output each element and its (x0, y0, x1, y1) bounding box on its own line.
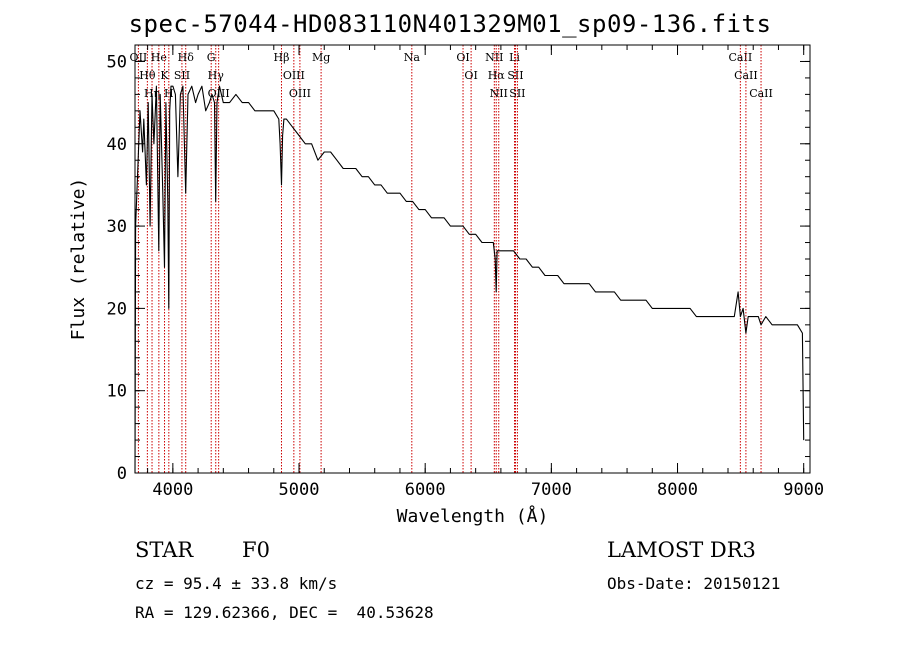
line-label: NII (485, 51, 503, 64)
y-tick-label: 50 (107, 52, 127, 72)
line-label: OI (464, 69, 477, 82)
line-label: K (160, 69, 169, 82)
y-tick-label: 30 (107, 217, 127, 237)
line-label: H (164, 87, 174, 100)
line-label: Hδ (178, 51, 195, 64)
plot-frame (134, 44, 811, 474)
x-tick-label: 9000 (783, 480, 824, 500)
chart-title: spec-57044-HD083110N401329M01_sp09-136.f… (128, 10, 772, 38)
y-tick-label: 0 (117, 464, 127, 484)
x-tick-label: 6000 (405, 480, 446, 500)
line-label: Hβ (274, 51, 290, 64)
x-tick-label: 4000 (152, 480, 193, 500)
obs-date-text: Obs-Date: 20150121 (607, 574, 781, 593)
x-tick-label: 7000 (531, 480, 572, 500)
y-axis-label: Flux (relative) (68, 178, 89, 341)
y-tick-label: 10 (107, 382, 127, 402)
line-label: CaII (729, 51, 753, 64)
line-label: OI (456, 51, 469, 64)
line-label: OIII (289, 87, 311, 100)
line-label: Hθ (139, 69, 156, 82)
y-tick-label: 40 (107, 135, 127, 155)
line-label: Mg (312, 51, 330, 64)
line-label: Li (509, 51, 520, 64)
line-label: OIII (283, 69, 305, 82)
subclass-label: F0 (242, 538, 270, 562)
line-label: Hγ (208, 69, 225, 82)
coords-text: RA = 129.62366, DEC = 40.53628 (135, 603, 434, 622)
line-label: CaII (749, 87, 773, 100)
line-label: SII (174, 69, 190, 82)
line-label: Hα (488, 69, 506, 82)
x-tick-label: 5000 (279, 480, 320, 500)
line-label: SII (507, 69, 523, 82)
x-axis-label: Wavelength (Å) (397, 505, 549, 527)
line-label: NII (490, 87, 508, 100)
line-label: OII (130, 51, 148, 64)
line-label: SII (509, 87, 525, 100)
line-label: CaII (734, 69, 758, 82)
line-label: He (151, 51, 167, 64)
line-label: G (207, 51, 216, 64)
class-label: STAR (135, 538, 194, 562)
spectrum-line (134, 85, 805, 474)
redshift-text: cz = 95.4 ± 33.8 km/s (135, 574, 338, 593)
x-tick-label: 8000 (657, 480, 698, 500)
survey-label: LAMOST DR3 (607, 538, 756, 562)
y-tick-label: 20 (107, 299, 127, 319)
line-label: Na (404, 51, 421, 64)
